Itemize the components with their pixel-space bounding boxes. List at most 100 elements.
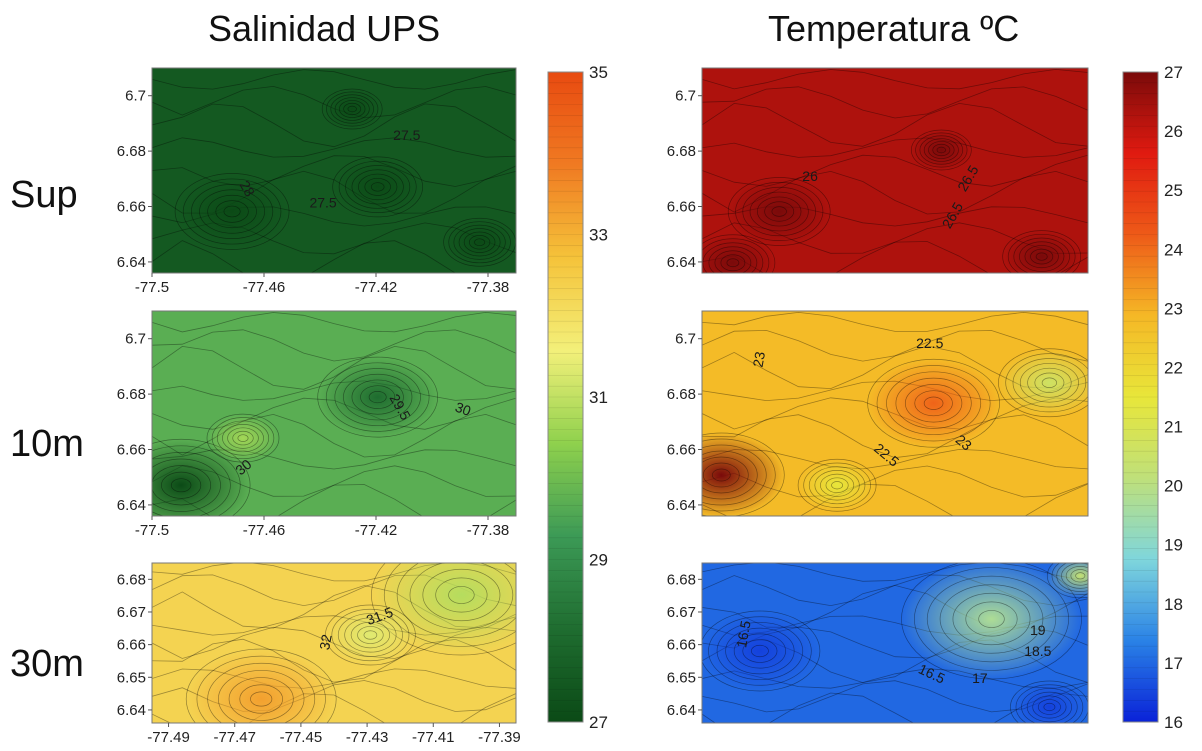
colorbar-tick-label: 31 (589, 388, 608, 407)
panel-temperature-30m (702, 563, 1088, 723)
contour-line (1010, 680, 1088, 723)
y-tick-label: 6.65 (117, 669, 146, 686)
contour-line (152, 240, 457, 273)
contour-line (211, 417, 275, 460)
contour-line (1021, 688, 1078, 723)
y-tick-label: 6.68 (667, 571, 696, 588)
contour-line (218, 670, 305, 723)
temperature-title: Temperatura ºC (768, 8, 1020, 49)
contour-line (915, 132, 968, 168)
field-feature (867, 359, 1000, 448)
field-feature (332, 156, 423, 217)
contour-line (1075, 572, 1086, 580)
contour-line (771, 206, 787, 217)
contour-line (331, 608, 410, 662)
contour-line (343, 373, 413, 421)
contour-line (932, 143, 951, 157)
y-tick-label: 6.64 (667, 497, 696, 514)
contour-label: 18.5 (1024, 643, 1051, 659)
field-feature (998, 348, 1088, 417)
y-tick-label: 6.66 (117, 637, 146, 654)
colorbar-frame (547, 71, 584, 723)
contour-line (803, 462, 871, 508)
colorbar-tick-label: 27 (1164, 63, 1183, 82)
contour-line (727, 177, 831, 246)
contour-line (325, 362, 430, 432)
x-tick-label: -77.42 (355, 279, 398, 296)
contour-line (904, 384, 963, 423)
contour-line (1015, 684, 1084, 723)
field-feature (317, 357, 438, 438)
contour-line (435, 577, 488, 613)
contour-line (1002, 230, 1082, 273)
panel-frame (701, 562, 1089, 724)
colorbar-tick-label: 29 (589, 551, 608, 570)
y-tick-label: 6.65 (667, 669, 696, 686)
colorbar-salinity (548, 72, 583, 722)
contour-line (1012, 358, 1087, 408)
contour-line (227, 427, 259, 449)
colorbar-tick-label: 16 (1164, 713, 1183, 732)
contour-line (358, 173, 398, 201)
contour-line (711, 468, 731, 482)
contour-line (702, 311, 1088, 332)
contour-line (702, 137, 1088, 158)
contour-line (1041, 377, 1058, 388)
contour-line (702, 329, 1088, 362)
contour-line (1030, 248, 1054, 265)
colorbar-tick-label: 27 (589, 713, 608, 732)
field-feature (728, 177, 831, 246)
contour-line (232, 430, 254, 446)
x-tick-label: -77.39 (478, 729, 521, 746)
x-tick-label: -77.38 (467, 279, 510, 296)
contour-line (1046, 563, 1088, 599)
contour-line (998, 348, 1088, 418)
y-tick-label: 6.66 (117, 199, 146, 216)
contour-line (409, 563, 514, 630)
colorbar-tick-label: 26 (1164, 122, 1183, 141)
y-tick-label: 6.7 (675, 331, 696, 348)
contour-line (207, 662, 316, 723)
contour-line (350, 621, 391, 649)
field-feature (207, 414, 279, 463)
field-feature (901, 563, 1082, 679)
contour-line (876, 365, 991, 442)
contour-line (363, 630, 378, 640)
contour-line (820, 473, 855, 497)
contour-line (702, 456, 749, 494)
contour-line (923, 138, 959, 162)
contour-line (702, 102, 1088, 147)
panel-frame (701, 310, 1089, 517)
y-tick-label: 6.68 (117, 143, 146, 160)
field-feature (322, 89, 383, 129)
contour-line (237, 434, 249, 442)
contour-line (468, 235, 491, 250)
contour-line (1024, 245, 1059, 269)
contour-line (764, 201, 795, 222)
contour-line (396, 563, 516, 639)
y-tick-label: 6.64 (117, 497, 146, 514)
x-tick-label: -77.47 (213, 729, 256, 746)
y-tick-label: 6.64 (667, 702, 696, 719)
contour-line (814, 470, 860, 501)
contour-line (207, 194, 257, 229)
contour-line (867, 358, 1000, 448)
colorbar-tick-label: 24 (1164, 240, 1183, 259)
y-tick-label: 6.68 (117, 571, 146, 588)
contour-line (383, 563, 516, 647)
panel-temperature-10m (702, 311, 1088, 516)
contour-line (895, 377, 972, 429)
colorbar-tick-label: 23 (1164, 299, 1183, 318)
contour-line (345, 165, 411, 209)
panel-frame (701, 67, 1089, 274)
field-feature (911, 130, 972, 170)
contour-line (1032, 695, 1067, 719)
contour-line (174, 173, 290, 250)
contour-line (1019, 362, 1079, 403)
contour-line (228, 677, 294, 721)
contour-line (152, 458, 221, 512)
contour-line (742, 186, 816, 237)
colorbar-tick-label: 35 (589, 63, 608, 82)
contour-line (332, 156, 424, 218)
